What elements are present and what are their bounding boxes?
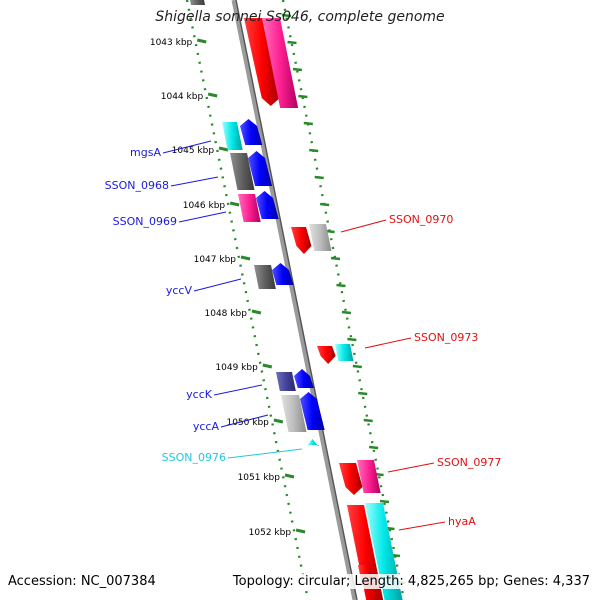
gene-block	[294, 369, 314, 388]
track-tick	[320, 202, 330, 207]
ruler-tick	[273, 418, 284, 424]
gene-label-mgsa: mgsA	[130, 146, 161, 159]
gene-leader-line	[340, 219, 387, 233]
ruler-track	[185, 0, 310, 600]
track-tick	[341, 310, 352, 315]
track-tick	[281, 13, 292, 18]
ruler-label: 1043 kbp	[150, 38, 193, 48]
gene-block	[244, 18, 280, 106]
gene-block	[357, 460, 381, 493]
gene-leader-line	[387, 462, 435, 473]
track-tick	[287, 40, 297, 45]
gene-block	[276, 372, 296, 391]
accession-text: Accession: NC_007384	[8, 574, 156, 589]
gene-block	[230, 153, 255, 190]
gene-block	[307, 439, 320, 446]
gene-label-sson_0970: SSON_0970	[389, 213, 453, 226]
ruler-label: 1046 kbp	[183, 201, 226, 211]
gene-label-sson_0968: SSON_0968	[105, 179, 169, 192]
ruler-tick	[229, 201, 240, 207]
gene-label-yccv: yccV	[166, 284, 193, 297]
gene-leader-line	[162, 140, 212, 154]
gene-block	[281, 395, 307, 432]
ruler-tick	[295, 528, 306, 534]
gene-labels: mgsA SSON_0968 SSON_0969 yccV yccK yccA SSON_0…	[105, 140, 501, 531]
track-tick	[314, 175, 324, 180]
gene-label-ycck: yccK	[186, 388, 213, 401]
gene-block	[254, 265, 276, 289]
map-title: Shigella sonnei Ss046, complete genome	[155, 9, 445, 25]
gene-leader-line	[170, 176, 219, 187]
track-tick	[363, 418, 373, 423]
ruler-label: 1052 kbp	[249, 528, 292, 538]
gene-leader-line	[193, 278, 242, 292]
gene-leader-line	[178, 211, 227, 223]
ruler-tick	[284, 473, 295, 479]
track-tick	[292, 67, 303, 72]
gene-label-sson_0976: SSON_0976	[162, 451, 226, 464]
gene-block	[262, 18, 299, 108]
track-tick	[309, 148, 319, 153]
track-tick	[369, 445, 379, 450]
gene-block	[256, 191, 279, 219]
ruler-tick	[218, 146, 229, 152]
gene-leader-line	[220, 414, 269, 428]
gene-block	[300, 392, 325, 430]
gene-features	[190, 0, 403, 600]
gene-leader-line	[364, 337, 412, 349]
ruler-label: 1044 kbp	[161, 92, 204, 102]
ruler-tick	[207, 92, 218, 98]
track-tick	[347, 337, 357, 342]
gene-label-sson_0977: SSON_0977	[437, 456, 501, 469]
gene-block	[291, 227, 312, 254]
track-tick	[358, 391, 368, 396]
track-tick	[352, 364, 362, 369]
gene-block	[222, 122, 243, 150]
ruler-label: 1050 kbp	[226, 418, 269, 428]
gene-block	[309, 224, 332, 251]
ruler-label: 1048 kbp	[205, 309, 248, 319]
gene-block	[238, 194, 261, 222]
track-tick	[379, 499, 390, 504]
gene-block	[272, 263, 294, 285]
genome-backbone	[231, 0, 358, 600]
track-tick	[330, 256, 341, 261]
track-tick	[298, 94, 308, 99]
gene-block	[317, 346, 336, 364]
gene-label-sson_0973: SSON_0973	[414, 331, 478, 344]
gene-label-hyaa: hyaA	[448, 515, 476, 528]
gene-block	[339, 463, 363, 495]
gene-block	[240, 119, 263, 145]
ruler-tick	[240, 255, 251, 261]
gene-leader-line	[398, 521, 446, 531]
gene-block	[248, 151, 273, 186]
track-tick	[336, 283, 346, 288]
gene-label-sson_0969: SSON_0969	[113, 215, 177, 228]
gene-block	[190, 0, 206, 5]
genome-backbone-shade	[235, 0, 358, 600]
ruler-label: 1047 kbp	[194, 255, 237, 265]
genome-summary: Topology: circular; Length: 4,825,265 bp…	[232, 574, 590, 589]
ruler-tick	[262, 363, 273, 369]
gene-leader-line	[227, 448, 303, 459]
gene-label-ycca: yccA	[193, 420, 220, 433]
ruler: 1043 kbp 1044 kbp 1045 kbp 1046 kbp 1047 kbp…	[150, 38, 306, 538]
ruler-label: 1049 kbp	[215, 363, 258, 373]
ruler-label: 1045 kbp	[172, 146, 215, 156]
track-tick	[303, 121, 313, 126]
ruler-label: 1051 kbp	[238, 473, 281, 483]
inner-ticks	[281, 13, 406, 585]
gene-leader-line	[213, 384, 263, 396]
inner-track	[281, 0, 406, 600]
gene-block	[335, 344, 354, 361]
ruler-tick	[196, 38, 207, 44]
ruler-tick	[251, 309, 262, 315]
